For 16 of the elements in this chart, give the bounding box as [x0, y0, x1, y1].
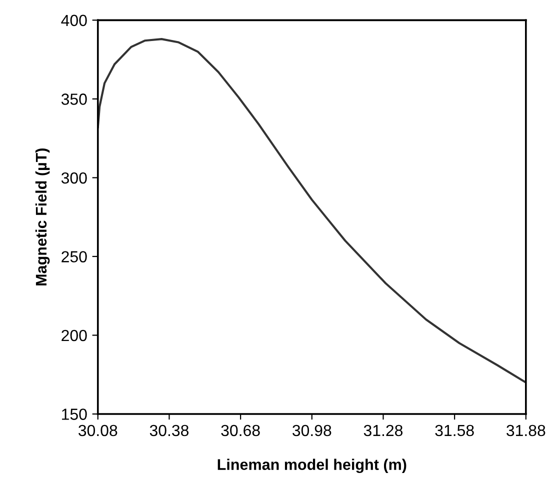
y-tick-label: 250 — [62, 251, 87, 262]
y-tick-label: 200 — [62, 330, 87, 342]
y-tick-label: 350 — [61, 94, 87, 105]
y-axis-title: Magnetic Field (µT) — [35, 148, 50, 286]
x-tick-label: 30.98 — [292, 424, 332, 436]
x-tick-label: 31.58 — [435, 424, 474, 436]
y-tick-label: 400 — [61, 14, 87, 26]
x-tick-label: 31.88 — [506, 424, 546, 436]
x-axis-title: Lineman model height (m) — [218, 458, 406, 474]
y-tick-label: 150 — [62, 408, 87, 420]
x-tick-label: 31.28 — [364, 424, 403, 436]
x-tick-label: 30.68 — [221, 424, 260, 436]
line-series — [98, 38, 526, 384]
y-tick-label: 300 — [61, 172, 87, 184]
x-tick-label: 30.08 — [78, 424, 118, 436]
x-tick-label: 30.38 — [150, 424, 189, 436]
